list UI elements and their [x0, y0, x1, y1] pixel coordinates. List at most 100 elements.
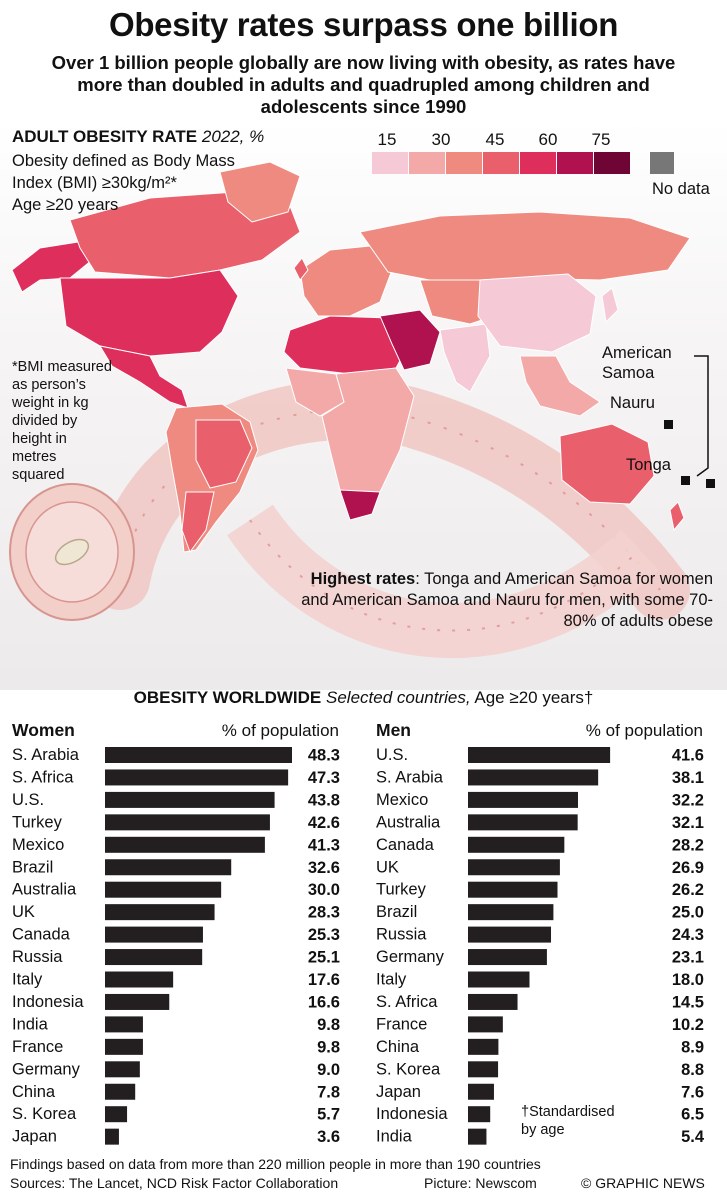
- men-chart-title: Men: [376, 720, 411, 740]
- women-category-label: Italy: [12, 971, 43, 989]
- men-value-label: 28.2: [672, 836, 704, 854]
- label-tonga: Tonga: [626, 456, 671, 474]
- women-bar: [105, 1061, 140, 1078]
- men-bar: [468, 949, 547, 966]
- men-value-label: 24.3: [672, 926, 704, 944]
- women-value-label: 3.6: [317, 1128, 340, 1146]
- region-usa: [59, 269, 239, 357]
- women-category-label: Brazil: [12, 858, 53, 876]
- region-uk: [293, 257, 309, 281]
- women-bar: [105, 993, 170, 1010]
- men-bar: [468, 971, 530, 988]
- men-category-label: Japan: [376, 1083, 421, 1101]
- region-russia: [359, 211, 691, 283]
- men-annotation: †Standardised: [521, 1104, 615, 1120]
- marker-nauru: [664, 420, 673, 429]
- women-value-label: 9.0: [317, 1061, 340, 1079]
- men-category-label: France: [376, 1015, 427, 1033]
- men-category-label: Mexico: [376, 791, 428, 809]
- women-value-label: 7.8: [317, 1083, 340, 1101]
- highest-rates-text: Tonga and American Samoa for women and A…: [301, 570, 713, 630]
- legend-swatch: [483, 152, 519, 174]
- men-value-label: 26.9: [672, 859, 704, 877]
- women-bar: [105, 1083, 136, 1100]
- region-greenland: [219, 161, 301, 223]
- women-value-label: 43.8: [308, 791, 340, 809]
- men-bar: [468, 904, 554, 921]
- men-bar: [468, 769, 599, 786]
- women-category-label: Germany: [12, 1060, 81, 1078]
- legend-tick: 15: [377, 130, 397, 149]
- women-bar: [105, 1038, 143, 1055]
- women-value-label: 32.6: [308, 859, 340, 877]
- legend-swatch: [594, 152, 630, 174]
- women-category-label: S. Arabia: [12, 746, 80, 764]
- footer-copyright: © GRAPHIC NEWS: [581, 1175, 705, 1191]
- men-category-label: S. Africa: [376, 993, 438, 1011]
- men-chart-unit-label: % of population: [586, 721, 703, 740]
- men-value-label: 8.8: [681, 1061, 704, 1079]
- legend-tick: 60: [538, 130, 558, 149]
- legend-swatch: [372, 152, 408, 174]
- region-middle-east: [379, 309, 441, 371]
- worldwide-heading-age: Age ≥20 years†: [474, 688, 594, 707]
- men-value-label: 6.5: [681, 1106, 704, 1124]
- women-category-label: Canada: [12, 926, 71, 944]
- worldwide-heading-subtitle: Selected countries,: [326, 688, 471, 707]
- women-value-label: 5.7: [317, 1106, 340, 1124]
- legend-tick: 75: [591, 130, 611, 149]
- women-category-label: Mexico: [12, 836, 64, 854]
- women-bar: [105, 949, 203, 966]
- men-bar: [468, 926, 552, 943]
- worldwide-heading: OBESITY WORLDWIDE Selected countries, Ag…: [0, 688, 727, 708]
- men-value-label: 5.4: [681, 1128, 705, 1146]
- women-bar: [105, 971, 174, 988]
- page-subtitle: Over 1 billion people globally are now l…: [51, 52, 676, 117]
- highest-rates-label: Highest rates: [310, 570, 416, 588]
- world-map: [9, 161, 709, 659]
- men-value-label: 10.2: [672, 1016, 704, 1034]
- men-category-label: S. Korea: [376, 1060, 441, 1078]
- men-value-label: 32.1: [672, 814, 704, 832]
- map-note-line-2: Index (BMI) ≥30kg/m²*: [12, 174, 177, 192]
- women-bar: [105, 881, 222, 898]
- legend-tick: 45: [485, 130, 505, 149]
- men-value-label: 32.2: [672, 791, 704, 809]
- label-american-samoa: American Samoa: [602, 344, 672, 382]
- men-value-label: 41.6: [672, 747, 704, 765]
- women-value-label: 42.6: [308, 814, 340, 832]
- men-value-label: 18.0: [672, 971, 704, 989]
- women-category-label: Indonesia: [12, 993, 84, 1011]
- women-category-label: S. Africa: [12, 768, 74, 786]
- men-bar: [468, 1061, 499, 1078]
- region-india: [439, 323, 491, 393]
- women-category-label: France: [12, 1038, 63, 1056]
- region-japan: [601, 287, 619, 324]
- men-category-label: Canada: [376, 836, 435, 854]
- women-bar: [105, 836, 265, 853]
- women-chart-title: Women: [12, 720, 75, 740]
- women-value-label: 9.8: [317, 1016, 340, 1034]
- women-category-label: China: [12, 1083, 56, 1101]
- men-category-label: China: [376, 1038, 420, 1056]
- men-bar: [468, 836, 565, 853]
- region-alaska: [11, 241, 93, 293]
- women-value-label: 9.8: [317, 1038, 340, 1056]
- islands-bracket: [694, 355, 709, 477]
- women-value-label: 17.6: [308, 971, 340, 989]
- men-value-label: 23.1: [672, 949, 704, 967]
- region-west-africa: [285, 367, 345, 417]
- men-value-label: 8.9: [681, 1038, 704, 1056]
- men-bar: [468, 1083, 494, 1100]
- men-bar: [468, 859, 560, 876]
- men-bar: [468, 1038, 499, 1055]
- men-category-label: Turkey: [376, 881, 427, 899]
- men-category-label: Australia: [376, 813, 441, 831]
- region-south-africa: [339, 489, 381, 521]
- region-new-zealand: [669, 501, 685, 532]
- men-category-label: U.S.: [376, 746, 408, 764]
- legend-swatch: [409, 152, 445, 174]
- footer-picture-credit: Picture: Newscom: [424, 1175, 537, 1191]
- women-bar: [105, 859, 232, 876]
- women-bar: [105, 791, 275, 808]
